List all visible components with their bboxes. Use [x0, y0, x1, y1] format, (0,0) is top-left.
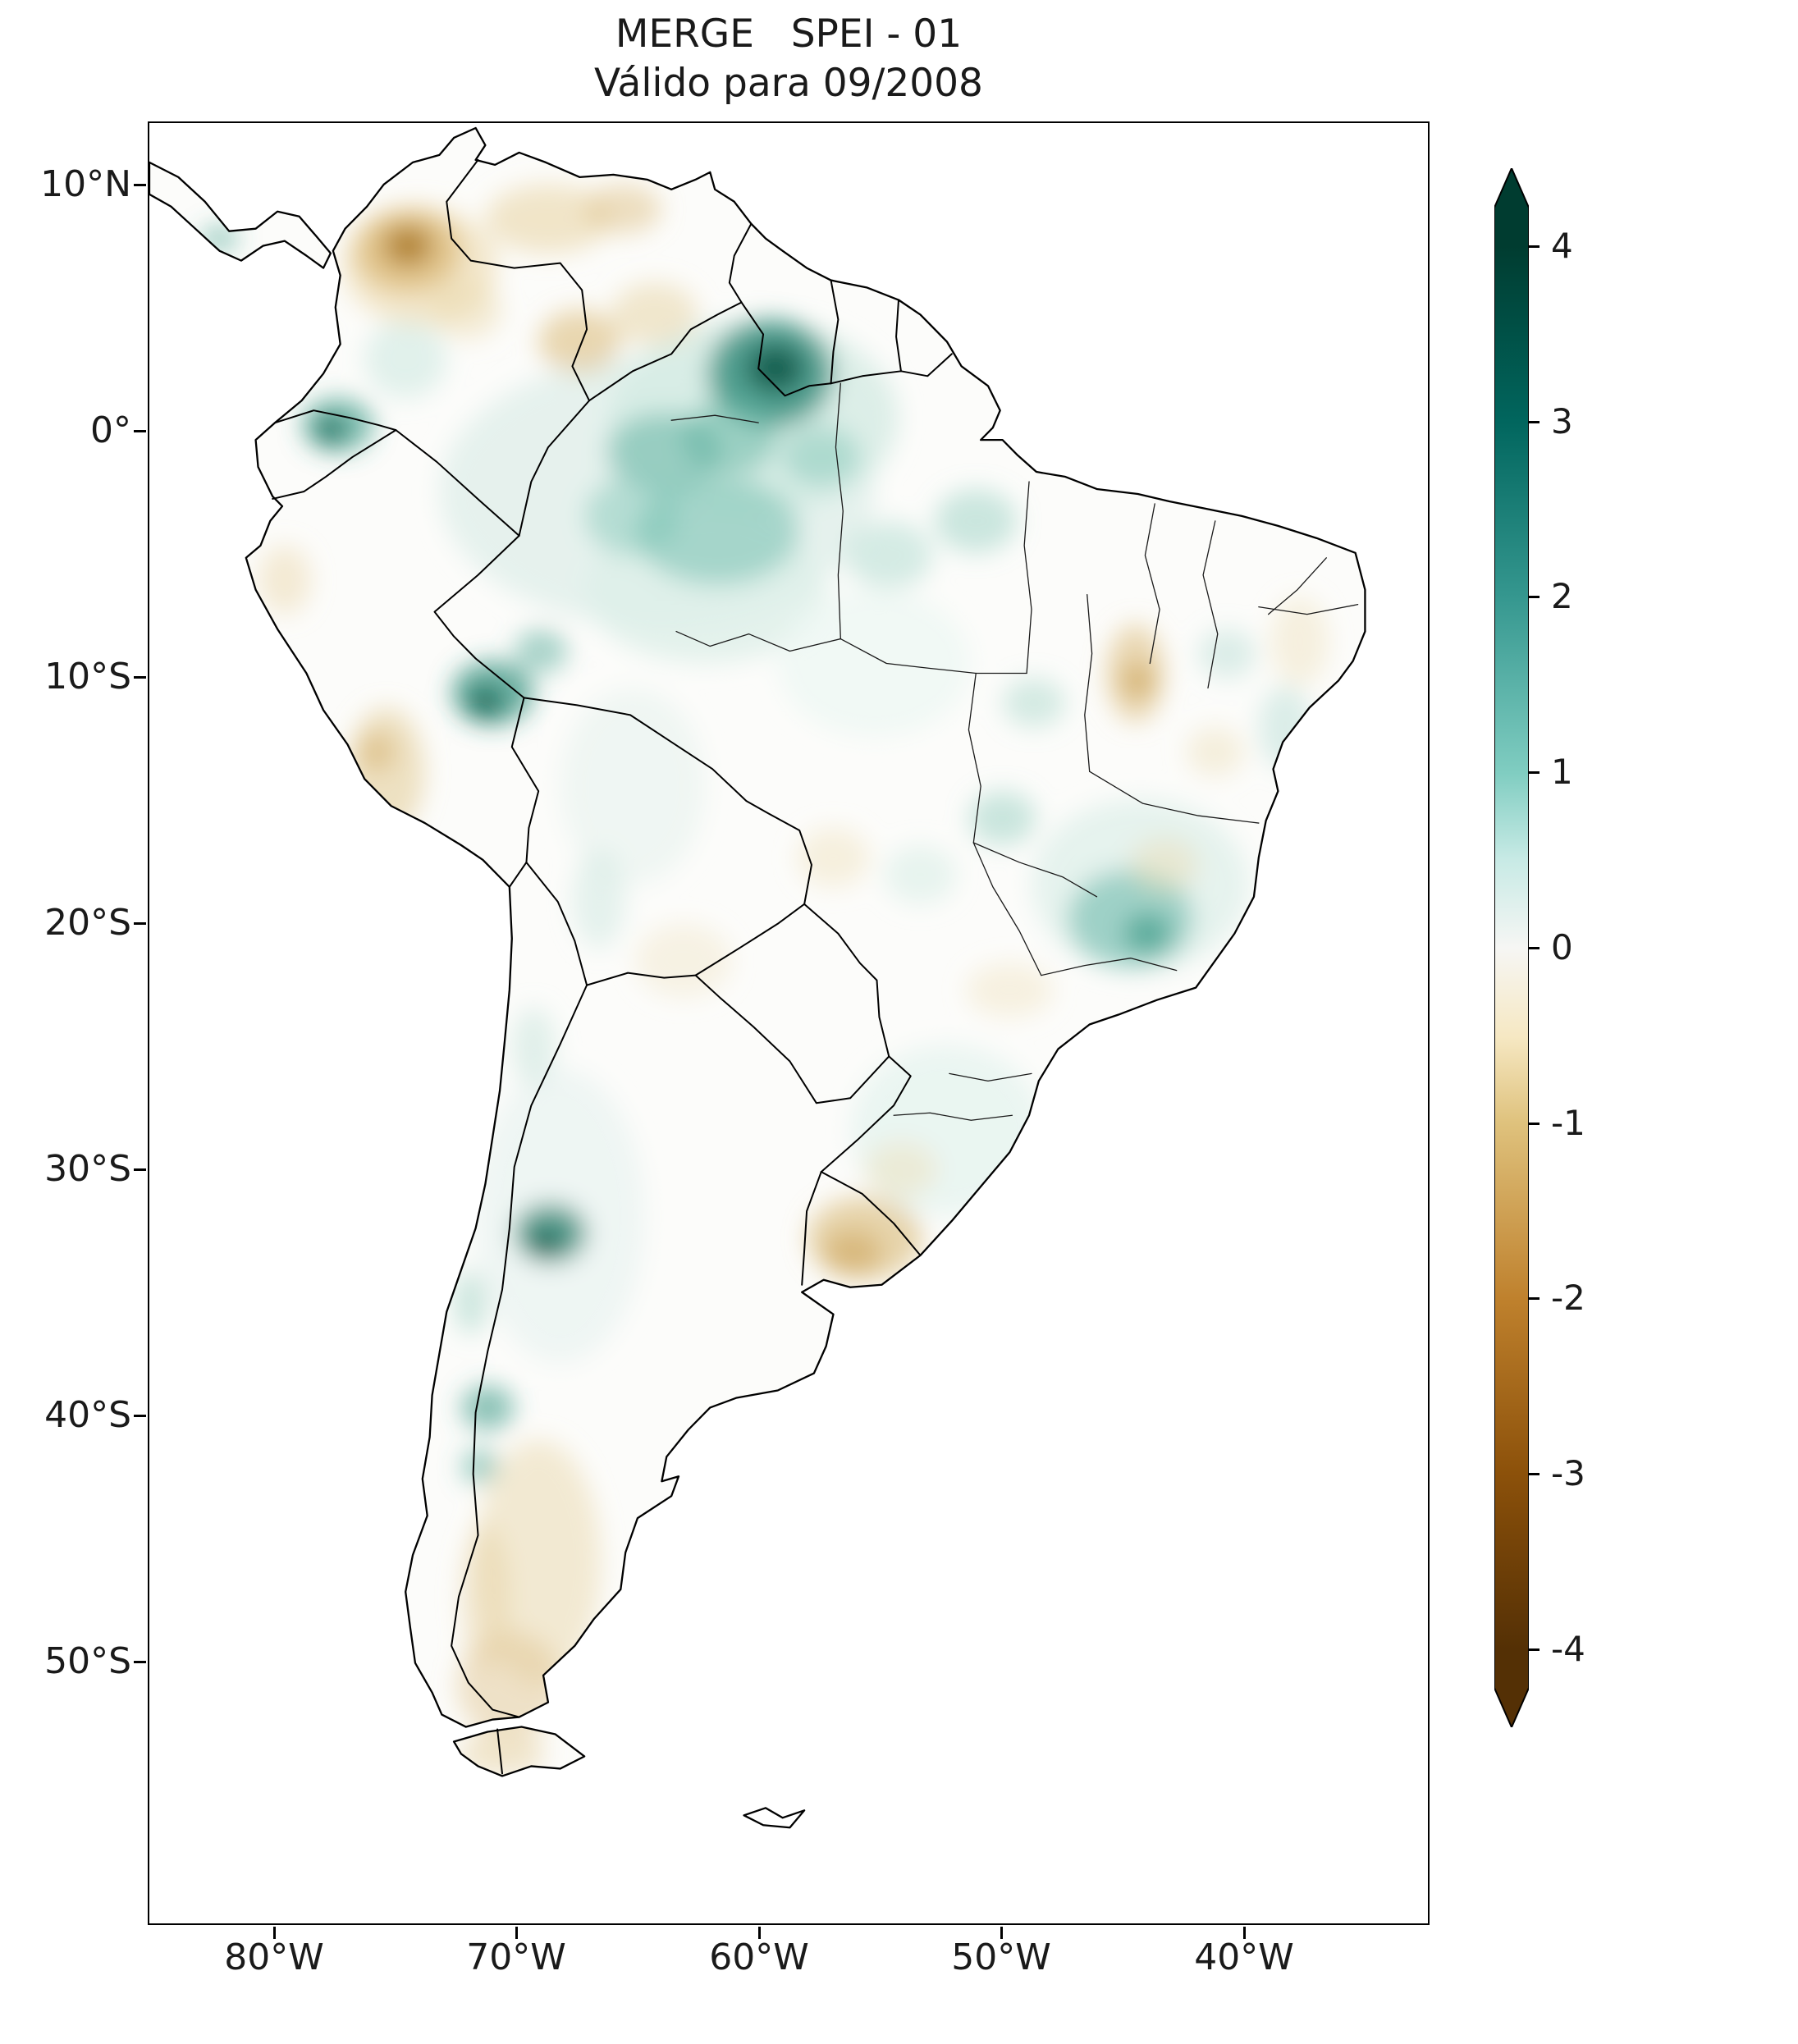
colorbar-tick-mark	[1529, 421, 1540, 423]
lon-tick-label: 80°W	[224, 1937, 324, 1978]
lat-tick-mark	[134, 1415, 146, 1417]
colorbar-tick-label: 0	[1551, 927, 1573, 967]
colorbar-tick-label: 3	[1551, 401, 1573, 441]
lat-tick-mark	[134, 430, 146, 432]
colorbar-tick-label: 2	[1551, 576, 1573, 616]
lon-tick-label: 60°W	[709, 1937, 809, 1978]
continent-outline	[149, 128, 1365, 1827]
land-base	[149, 127, 1366, 1776]
colorbar-tick-mark	[1529, 1473, 1540, 1475]
colorbar-tick-mark	[1529, 1297, 1540, 1300]
lat-tick-mark	[134, 1168, 146, 1171]
colorbar-tick-mark	[1529, 947, 1540, 949]
lat-tick-mark	[134, 922, 146, 925]
colorbar-tick-mark	[1529, 771, 1540, 774]
colorbar-gradient	[1494, 168, 1529, 1727]
colorbar-tick-label: 1	[1551, 752, 1573, 792]
colorbar-tick-mark	[1529, 1123, 1540, 1125]
lon-tick-label: 40°W	[1194, 1937, 1294, 1978]
map-subtitle: Válido para 09/2008	[594, 61, 983, 106]
colorbar-tick-label: 4	[1551, 226, 1573, 266]
lat-tick-label: 40°S	[44, 1394, 131, 1436]
map-title: MERGE SPEI - 01	[615, 11, 963, 57]
south-america-map	[149, 123, 1428, 1923]
colorbar-tick-label: -1	[1551, 1103, 1585, 1143]
colorbar-tick-label: -4	[1551, 1629, 1585, 1669]
lat-tick-mark	[134, 676, 146, 679]
state-borders	[671, 383, 1357, 1120]
inpe-logo: INPE	[1270, 1772, 1798, 2044]
lon-tick-mark	[273, 1927, 276, 1939]
colorbar-tick-label: -2	[1551, 1278, 1585, 1318]
lon-tick-mark	[758, 1927, 761, 1939]
colorbar-tick-mark	[1529, 1648, 1540, 1651]
country-borders	[272, 160, 952, 1774]
map-panel: INPE	[148, 121, 1430, 1925]
lon-tick-mark	[515, 1927, 518, 1939]
lat-tick-mark	[134, 1661, 146, 1663]
lat-tick-label: 10°N	[40, 163, 131, 205]
lat-tick-label: 0°	[90, 409, 131, 451]
colorbar-tick-label: -3	[1551, 1453, 1585, 1493]
lat-tick-mark	[134, 184, 146, 186]
lon-tick-label: 50°W	[951, 1937, 1051, 1978]
lat-tick-label: 30°S	[44, 1148, 131, 1190]
colorbar-tick-mark	[1529, 245, 1540, 248]
lon-tick-mark	[1000, 1927, 1003, 1939]
colorbar	[1494, 168, 1529, 1727]
colorbar-tick-mark	[1529, 596, 1540, 598]
lat-tick-label: 50°S	[44, 1640, 131, 1682]
lat-tick-label: 10°S	[44, 656, 131, 697]
lon-tick-mark	[1243, 1927, 1246, 1939]
lon-tick-label: 70°W	[466, 1937, 566, 1978]
lat-tick-label: 20°S	[44, 902, 131, 944]
